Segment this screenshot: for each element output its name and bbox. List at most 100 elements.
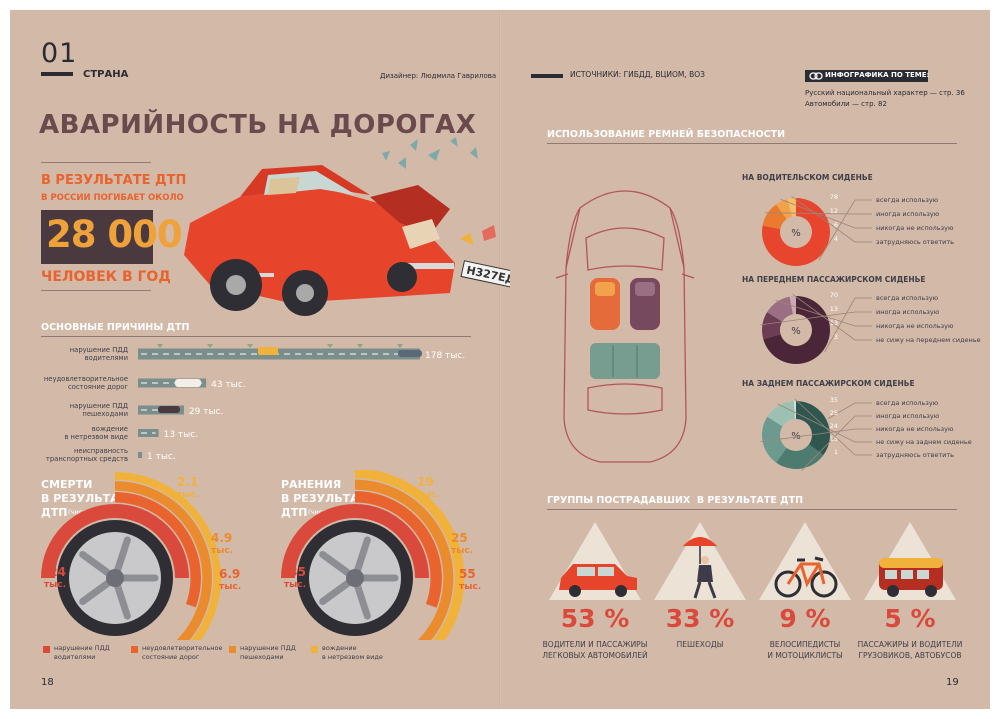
seatbelts-rule [547,143,957,144]
wheel-value: 2.1 [177,475,198,489]
legend-label: пешеходами [240,653,284,661]
magazine-spread: 01 СТРАНА Дизайнер: Людмила Гаврилова ИС… [10,10,990,709]
legend-swatch [43,646,50,653]
victim-percent: 9 % [779,604,831,633]
donut-slice [762,198,830,266]
bus-icon [879,558,943,597]
legend-swatch [229,646,236,653]
seatbelts-charts: НА ВОДИТЕЛЬСКОМ СИДЕНЬЕ% 78 всегда использ… [742,173,981,471]
legend-label: состояние дорог [142,653,200,661]
donut-slice [763,296,830,364]
victims-rule [547,509,957,510]
wheel-unit: тыс. [44,580,66,590]
donut-value: 35 [830,396,838,404]
victims-groups: 53 % ВОДИТЕЛИ И ПАССАЖИРЫ ЛЕГКОВЫХ АВТОМОБ… [542,604,970,674]
car-mini-icon [175,379,201,387]
donut-slice [793,401,796,420]
cause-label: в нетрезвом виде [64,433,128,441]
cause-label: пешеходами [82,410,128,418]
victims-title: ГРУППЫ ПОСТРАДАВШИХ В РЕЗУЛЬТАТЕ ДТП [547,495,804,506]
wheel-legend: нарушение ПДД водителями неудовлетворитель… [43,644,483,674]
wheel-unit: тыс. [284,580,306,590]
cause-label: неисправность [74,447,128,455]
wheel-arc [115,481,212,640]
cause-value: 29 тыс. [189,407,223,417]
page-number-left: 18 [41,677,54,688]
cause-label: нарушение ПДД [70,346,128,354]
leader-line [765,212,872,215]
wheel-arc [355,470,465,640]
sources-label: ИСТОЧНИКИ: ГИБДД, ВЦИОМ, ВОЗ [570,70,705,79]
leader-line [777,403,872,443]
donut-legend-label: не сижу на заднем сиденье [876,438,972,446]
license-plate: Н327ЕД [465,264,510,287]
leader-line [780,199,872,229]
legend-label: вождение [322,644,357,652]
leader-line [827,402,872,420]
donut-slice [796,401,830,455]
car-mini-icon [398,350,422,357]
leader-line [775,299,872,327]
donut-legend-label: иногда использую [876,308,940,316]
donut-legend-label: всегда использую [876,294,939,302]
page-title: АВАРИЙНОСТЬ НА ДОРОГАХ [39,110,477,140]
donut-center-label: % [791,431,801,442]
victim-label: ГРУЗОВИКОВ, АВТОБУСОВ [858,651,962,660]
donut-value: 13 [830,305,838,313]
hero-line-1: В РЕЗУЛЬТАТЕ ДТП [41,173,187,188]
leader-line [792,293,872,341]
legend-swatch [131,646,138,653]
seatbelt-chart-title: НА ПЕРЕДНЕМ ПАССАЖИРСКОМ СИДЕНЬЕ [742,275,926,284]
victim-percent: 53 % [560,604,630,633]
legend-swatch [311,646,318,653]
victim-label: ЛЕГКОВЫХ АВТОМОБИЛЕЙ [542,651,648,660]
page-fold [499,10,501,709]
donut-legend-label: иногда использую [876,412,940,420]
seatbelt-chart-title: НА ВОДИТЕЛЬСКОМ СИДЕНЬЕ [742,173,873,182]
cause-label: водителями [85,354,128,362]
crashed-car-illustration: Н327ЕД [184,137,510,316]
wheel-unit: тыс. [177,490,199,500]
related-box [805,70,928,82]
donut-slice [762,204,787,230]
donut-value: 3 [834,333,838,341]
wheel-unit: тыс. [451,546,473,556]
donut-legend-label: иногда использую [876,210,940,218]
donut-legend-label: всегда использую [876,196,939,204]
cause-value: 1 тыс. [147,452,176,462]
wheel-arc [355,491,442,608]
car-icon [559,564,637,597]
victim-label: ВЕЛОСИПЕДИСТЫ [769,640,841,649]
victim-label: И МОТОЦИКЛИСТЫ [767,651,843,660]
sources-rule [531,74,563,78]
donut-value: 70 [830,291,838,299]
cause-bar [138,378,207,388]
leader-line [791,195,872,243]
donut-legend-label: не сижу на переднем сиденье [876,336,981,344]
related-title: ИНФОГРАФИКА ПО ТЕМЕ: [825,71,930,79]
seatbelt-chart-title: НА ЗАДНЕМ ПАССАЖИРСКОМ СИДЕНЬЕ [742,379,915,388]
victim-percent: 5 % [884,604,936,633]
leader-line [760,428,872,443]
wheel-value: 24 [49,565,66,579]
bus-mini-icon [258,347,278,355]
donut-value: 24 [830,422,838,430]
wheel-arc [115,472,221,640]
related-link-2[interactable]: Автомобили — стр. 82 [805,100,887,108]
cause-value: 43 тыс. [211,380,245,390]
donut-legend-label: никогда не использую [876,425,954,433]
page-number-right: 19 [946,677,959,688]
causes-rule [41,336,471,337]
donut-slice [762,312,783,340]
designer-credit: Дизайнер: Людмила Гаврилова [380,72,497,80]
leader-line [760,311,872,326]
wheel-value: 6.9 [219,567,240,581]
section-number: 01 [41,38,78,69]
hero-line-3: ЧЕЛОВЕК В ГОД [41,269,171,285]
related-link-1[interactable]: Русский национальный характер — стр. 36 [805,89,965,97]
leader-line [794,398,872,456]
donut-center-label: % [791,326,801,337]
wheel-unit: тыс. [211,546,233,556]
donut-value: 6 [834,221,838,229]
